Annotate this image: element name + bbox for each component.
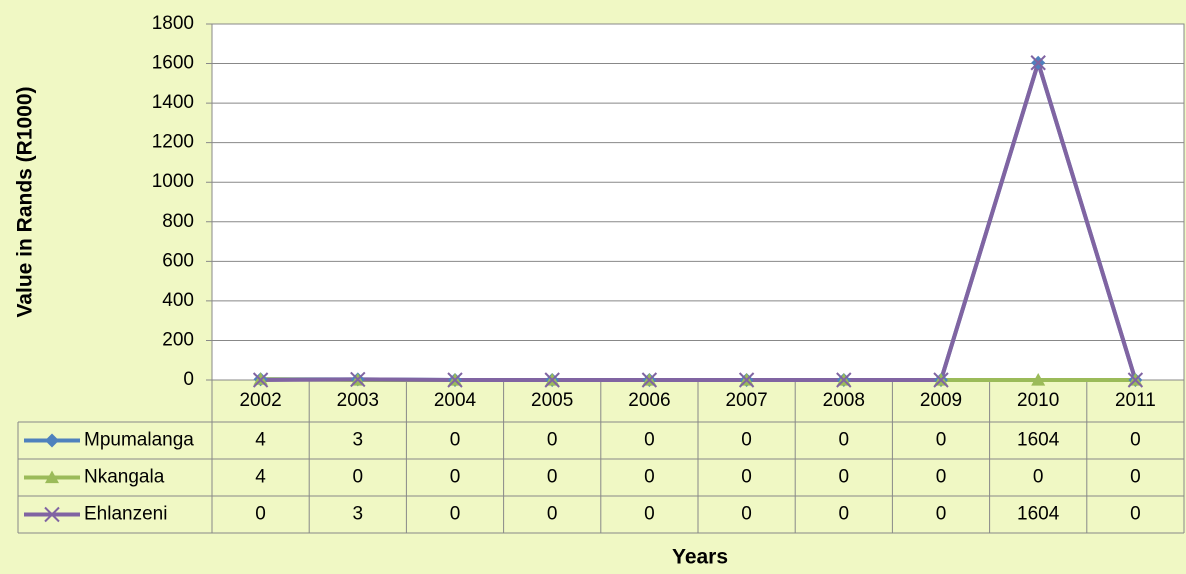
marker [933,372,949,388]
legend-label: Nkangala [84,467,165,488]
y-tick-label: 0 [183,369,194,390]
table-cell: 0 [936,467,947,488]
x-tick-label: 2004 [434,390,477,411]
marker [738,372,755,388]
table-cell: 1604 [1017,430,1060,451]
x-tick-label: 2002 [239,390,281,411]
x-tick-label: 2003 [337,390,379,411]
marker [1127,372,1144,388]
table-cell: 0 [644,467,655,488]
table-cell: 0 [1130,430,1141,451]
table-cell: 0 [450,430,461,451]
table-cell: 3 [353,504,364,525]
table-cell: 0 [741,430,752,451]
marker [350,371,366,388]
table-cell: 0 [547,467,558,488]
table-cell: 0 [839,430,850,451]
y-tick-label: 400 [162,290,194,311]
table-cell: 0 [644,504,655,525]
legend-label: Mpumalanga [84,430,194,451]
table-cell: 0 [936,430,947,451]
marker [1030,55,1046,71]
table-cell: 1604 [1017,504,1060,525]
marker [544,372,560,388]
table-cell: 0 [839,504,850,525]
table-cell: 0 [741,504,752,525]
marker [45,470,59,484]
table-cell: 0 [255,504,266,525]
y-tick-label: 600 [162,250,194,271]
table-cell: 0 [547,504,558,525]
y-tick-label: 1000 [152,171,194,192]
y-tick-label: 1800 [152,13,194,34]
table-cell: 0 [936,504,947,525]
y-tick-label: 800 [162,211,194,232]
table-cell: 0 [644,430,655,451]
marker [641,372,658,388]
marker [447,372,463,388]
table-cell: 0 [1033,467,1044,488]
y-tick-label: 1600 [152,53,194,74]
plot-area [211,23,1185,381]
table-cell: 0 [1130,467,1141,488]
x-tick-label: 2005 [531,390,573,411]
table-cell: 0 [547,430,558,451]
marker [836,372,852,388]
table-cell: 3 [353,430,364,451]
x-tick-label: 2011 [1115,390,1156,411]
marker [253,372,268,385]
series-line [260,60,1138,382]
table-cell: 0 [839,467,850,488]
marker [44,506,60,523]
table-cell: 4 [255,467,266,488]
marker [252,372,269,388]
x-tick-label: 2006 [628,390,670,411]
table-cell: 4 [255,430,266,451]
y-tick-label: 1400 [152,92,194,113]
y-tick-label: 200 [162,329,194,350]
table-cell: 0 [450,467,461,488]
x-tick-label: 2008 [823,390,865,411]
legend-label: Ehlanzeni [84,504,167,525]
x-tick-label: 2009 [920,390,962,411]
table-cell: 0 [353,467,364,488]
x-tick-label: 2010 [1017,390,1059,411]
y-tick-label: 1200 [152,132,194,153]
y-axis-label: Value in Rands (R1000) [14,86,37,317]
x-axis-label: Years [672,546,728,569]
table-cell: 0 [741,467,752,488]
marker [1031,373,1046,386]
table-cell: 0 [1130,504,1141,525]
marker [45,433,59,448]
table-cell: 0 [450,504,461,525]
x-tick-label: 2007 [725,390,767,411]
